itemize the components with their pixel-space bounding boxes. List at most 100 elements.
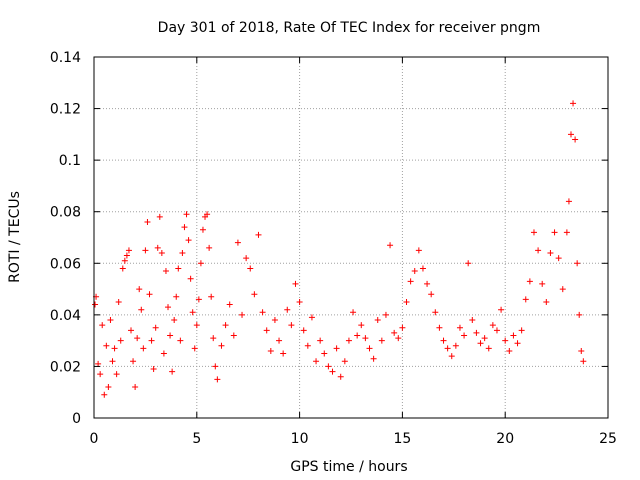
data-point bbox=[128, 327, 135, 334]
data-point bbox=[140, 345, 147, 352]
data-point bbox=[134, 335, 141, 342]
data-point bbox=[109, 358, 116, 365]
data-point bbox=[506, 347, 513, 354]
data-point bbox=[432, 309, 439, 316]
data-point bbox=[493, 327, 500, 334]
axes: 0 5 10 15 20 25 0 0.02 0.04 0.06 0.08 0.1 0.12 0.14 bbox=[50, 50, 617, 447]
data-point bbox=[243, 255, 250, 262]
plot-frame bbox=[93, 56, 609, 419]
data-point bbox=[130, 358, 137, 365]
data-point bbox=[160, 350, 167, 357]
gridlines bbox=[94, 57, 608, 418]
data-point bbox=[197, 260, 204, 267]
data-point bbox=[148, 337, 155, 344]
data-point bbox=[208, 293, 215, 300]
data-point bbox=[465, 260, 472, 267]
data-point bbox=[313, 358, 320, 365]
data-point bbox=[481, 335, 488, 342]
data-point bbox=[117, 337, 124, 344]
data-point bbox=[477, 340, 484, 347]
data-point bbox=[187, 275, 194, 282]
data-point bbox=[436, 324, 443, 331]
data-point bbox=[563, 229, 570, 236]
data-points bbox=[92, 100, 587, 398]
data-point bbox=[448, 353, 455, 360]
data-point bbox=[234, 239, 241, 246]
chart-title: Day 301 of 2018, Rate Of TEC Index for r… bbox=[158, 20, 541, 36]
data-point bbox=[150, 366, 157, 373]
data-point bbox=[510, 332, 517, 339]
data-point bbox=[175, 265, 182, 272]
data-point bbox=[195, 296, 202, 303]
data-point bbox=[325, 363, 332, 370]
data-point bbox=[288, 322, 295, 329]
data-point bbox=[574, 260, 581, 267]
y-tick-label: 0.06 bbox=[50, 256, 81, 272]
data-point bbox=[154, 244, 161, 251]
y-tick-label: 0.04 bbox=[50, 308, 81, 324]
data-point bbox=[156, 213, 163, 220]
data-point bbox=[189, 309, 196, 316]
data-point bbox=[119, 265, 126, 272]
x-tick-label: 15 bbox=[393, 431, 411, 447]
data-point bbox=[559, 286, 566, 293]
data-point bbox=[362, 335, 369, 342]
data-point bbox=[329, 368, 336, 375]
x-tick-label: 25 bbox=[599, 431, 617, 447]
data-point bbox=[125, 247, 132, 254]
data-point bbox=[565, 198, 572, 205]
data-point bbox=[411, 268, 418, 275]
data-point bbox=[547, 249, 554, 256]
data-point bbox=[317, 337, 324, 344]
data-point bbox=[518, 327, 525, 334]
data-point bbox=[222, 322, 229, 329]
data-point bbox=[132, 384, 139, 391]
data-point bbox=[354, 332, 361, 339]
data-point bbox=[498, 306, 505, 313]
data-point bbox=[535, 247, 542, 254]
data-point bbox=[333, 345, 340, 352]
data-point bbox=[95, 360, 102, 367]
data-point bbox=[226, 301, 233, 308]
data-point bbox=[271, 317, 278, 324]
data-point bbox=[345, 337, 352, 344]
data-point bbox=[576, 311, 583, 318]
data-point bbox=[179, 249, 186, 256]
data-point bbox=[567, 131, 574, 138]
data-point bbox=[370, 355, 377, 362]
data-point bbox=[123, 252, 130, 259]
x-tick-label: 20 bbox=[496, 431, 514, 447]
data-point bbox=[292, 280, 299, 287]
data-point bbox=[259, 309, 266, 316]
data-point bbox=[101, 391, 108, 398]
data-point bbox=[387, 242, 394, 249]
data-point bbox=[444, 345, 451, 352]
y-tick-label: 0.1 bbox=[59, 153, 81, 169]
data-point bbox=[578, 347, 585, 354]
y-tick-label: 0 bbox=[72, 411, 81, 427]
data-point bbox=[485, 345, 492, 352]
data-point bbox=[113, 371, 120, 378]
data-point bbox=[144, 219, 151, 226]
data-point bbox=[111, 345, 118, 352]
y-axis-title: ROTI / TECUs bbox=[7, 191, 23, 283]
y-tick-label: 0.12 bbox=[50, 102, 81, 118]
data-point bbox=[526, 278, 533, 285]
data-point bbox=[136, 286, 143, 293]
data-point bbox=[263, 327, 270, 334]
data-point bbox=[419, 265, 426, 272]
data-point bbox=[382, 311, 389, 318]
data-point bbox=[300, 327, 307, 334]
data-point bbox=[403, 298, 410, 305]
data-point bbox=[162, 268, 169, 275]
data-point bbox=[366, 345, 373, 352]
data-point bbox=[167, 332, 174, 339]
data-point bbox=[570, 100, 577, 107]
data-point bbox=[378, 337, 385, 344]
data-point bbox=[555, 255, 562, 262]
data-point bbox=[107, 317, 114, 324]
data-point bbox=[181, 224, 188, 231]
data-point bbox=[407, 278, 414, 285]
data-point bbox=[452, 342, 459, 349]
data-point bbox=[489, 322, 496, 329]
